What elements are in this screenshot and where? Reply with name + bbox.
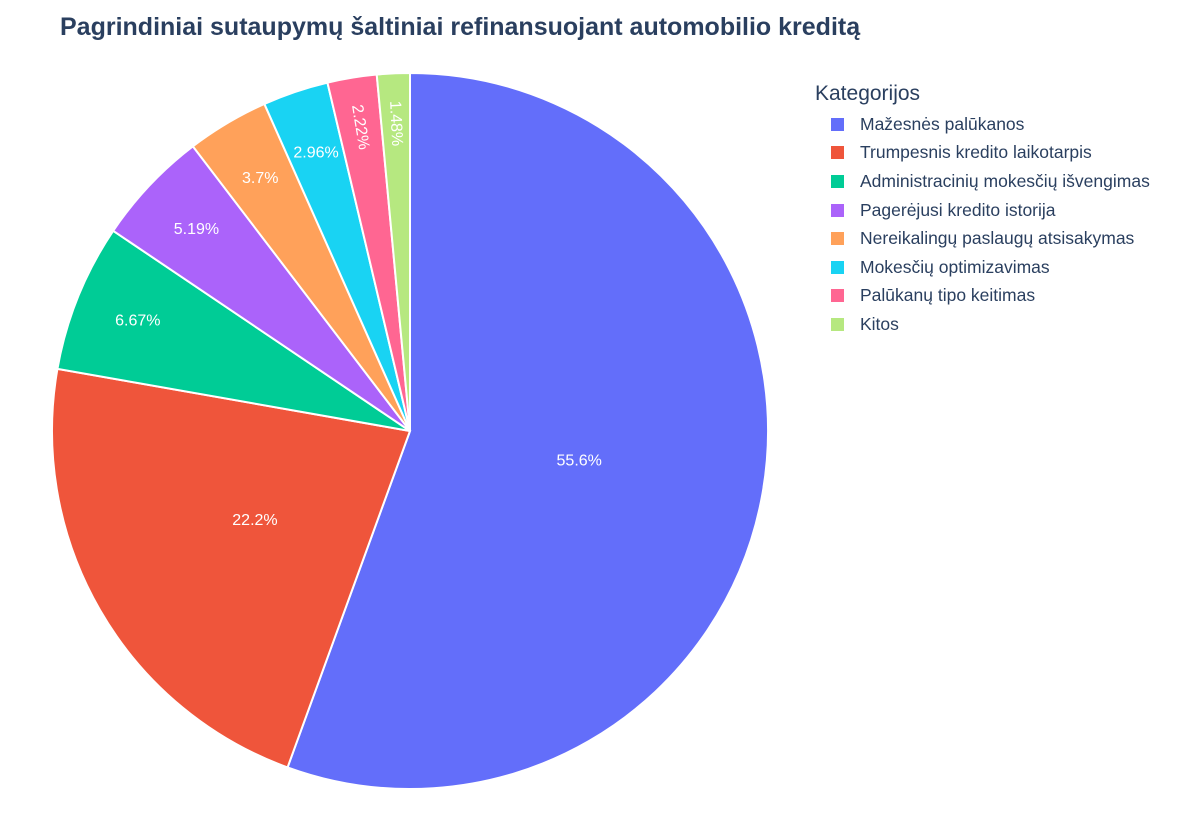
pie-slice[interactable] xyxy=(286,71,769,790)
legend-items: Mažesnės palūkanos Trumpesnis kredito la… xyxy=(815,110,1150,339)
pie-slice[interactable] xyxy=(375,71,411,432)
legend-label: Pagerėjusi kredito istorija xyxy=(860,199,1056,220)
chart-title: Pagrindiniai sutaupymų šaltiniai refinan… xyxy=(60,13,861,41)
slice-percent-label: 5.19% xyxy=(174,221,219,238)
slice-percent-label: 2.96% xyxy=(293,144,338,161)
legend-label: Palūkanų tipo keitimas xyxy=(860,285,1036,306)
legend-item[interactable]: Nereikalingų paslaugų atsisakymas xyxy=(815,224,1150,253)
legend-item[interactable]: Pagerėjusi kredito istorija xyxy=(815,196,1150,225)
legend-label: Nereikalingų paslaugų atsisakymas xyxy=(860,228,1135,249)
slice-percent-label: 1.48% xyxy=(386,100,405,146)
legend-label: Administracinių mokesčių išvengimas xyxy=(860,170,1150,191)
pie-slice[interactable] xyxy=(56,229,411,432)
legend-label: Trumpesnis kredito laikotarpis xyxy=(860,142,1092,163)
slice-percent-label: 55.6% xyxy=(557,452,602,469)
slice-percent-label: 22.2% xyxy=(232,512,277,529)
legend-swatch xyxy=(831,317,844,331)
slice-percent-label: 3.7% xyxy=(242,170,278,187)
legend-item[interactable]: Mažesnės palūkanos xyxy=(815,110,1150,139)
legend-label: Mokesčių optimizavimas xyxy=(860,256,1050,277)
legend-item[interactable]: Mokesčių optimizavimas xyxy=(815,253,1150,282)
legend-item[interactable]: Palūkanų tipo keitimas xyxy=(815,282,1150,311)
legend-swatch xyxy=(831,174,844,188)
legend-swatch xyxy=(831,260,844,274)
legend-swatch xyxy=(831,289,844,303)
legend-label: Mažesnės palūkanos xyxy=(860,113,1025,134)
legend: Kategorijos Mažesnės palūkanos Trumpesni… xyxy=(815,82,1150,339)
legend-item[interactable]: Trumpesnis kredito laikotarpis xyxy=(815,139,1150,168)
legend-swatch xyxy=(831,203,844,217)
legend-swatch xyxy=(831,232,844,246)
legend-item[interactable]: Administracinių mokesčių išvengimas xyxy=(815,167,1150,196)
slice-percent-label: 6.67% xyxy=(115,313,160,330)
legend-swatch xyxy=(831,117,844,131)
pie-slice[interactable] xyxy=(51,367,412,769)
legend-title: Kategorijos xyxy=(815,82,921,105)
legend-label: Kitos xyxy=(860,313,899,334)
legend-swatch xyxy=(831,146,844,160)
legend-item[interactable]: Kitos xyxy=(815,310,1150,339)
